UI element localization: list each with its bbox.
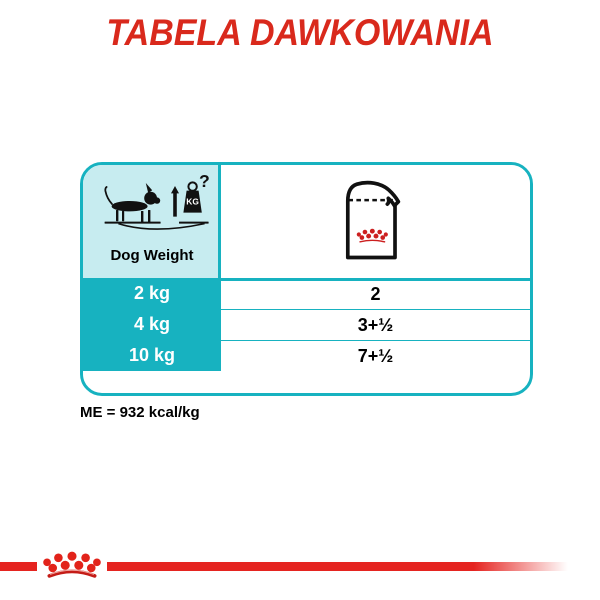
svg-text:KG: KG bbox=[186, 197, 199, 207]
svg-text:?: ? bbox=[199, 171, 210, 191]
